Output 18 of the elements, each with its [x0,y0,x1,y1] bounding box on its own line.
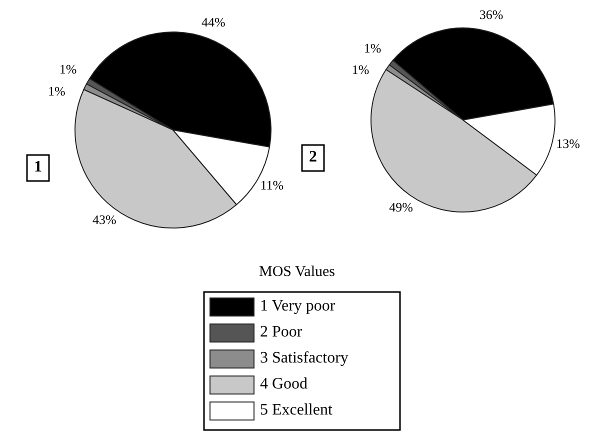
legend-label: 1 Very poor [260,298,336,315]
data-label: 1% [48,84,66,99]
data-label: 1% [364,40,382,56]
data-label: 13% [556,136,580,152]
text: 1 [34,158,42,176]
text: 2 [309,148,317,166]
data-label: 11% [260,178,284,193]
data-label: 36% [479,6,504,22]
data-label: 1% [59,61,77,76]
data-label: 43% [92,212,116,228]
legend-title: MOS Values [259,264,336,280]
data-label: 49% [389,199,414,214]
legend-label: 5 Excellent [260,402,333,419]
data-label: 1% [352,62,370,78]
legend-label: 4 Good [260,376,308,393]
data-label: 44% [202,14,226,30]
legend-label: 2 Poor [260,324,303,341]
legend-label: 3 Satisfactory [260,350,348,367]
